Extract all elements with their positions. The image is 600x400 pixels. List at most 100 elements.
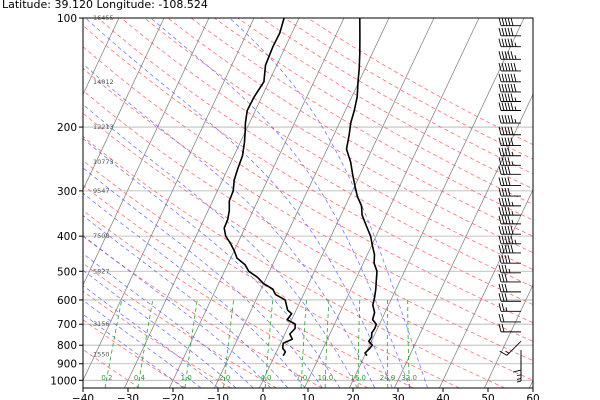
wind-barb-flag [507,17,511,26]
x-tick-label: 60 [526,393,539,400]
wind-barb-flag [501,126,505,135]
wind-barb [516,361,522,383]
isotherm-line [83,18,210,286]
wind-barb [498,126,521,136]
height-labels: 16455 14012 12213 10773 9547 7508 5827 3156 1550 [93,14,114,359]
moist-adiabat-line [83,167,323,388]
wind-barb-flag [507,27,511,36]
moist-adiabat-line [83,285,219,388]
wind-barb [498,187,521,197]
wind-barb [498,207,521,216]
isotherm-line [83,18,255,382]
wind-barb-flag [498,283,502,292]
isotherm-line [484,284,533,388]
wind-barb-flag [498,303,502,312]
x-tick-label: 30 [391,393,404,400]
wind-barb-flag [504,157,508,166]
dewpoint-profile-line [223,18,297,357]
wind-barb-flag [498,147,502,156]
wind-barb-staff [506,340,522,356]
wind-barb [498,73,521,83]
wind-barb-flag [507,93,511,102]
location-header: Latitude: 39.120 Longitude: -108.524 [2,0,208,11]
wind-barb-flag [501,283,505,292]
isotherm-line [259,18,435,388]
wind-barb-half-flag [516,374,522,377]
wind-barb [498,166,521,175]
wind-barb-flag [507,51,511,60]
wind-barb-flag [501,303,505,312]
wind-barb-flag [507,215,511,224]
wind-barb-flag [507,38,511,47]
wind-barb-flag [501,27,505,36]
mixing-ratio-line [386,299,389,388]
isotherm-line [529,379,533,388]
height-label: 1550 [93,351,110,359]
wind-barb-flag [498,293,502,302]
wind-barb-flag [504,27,508,36]
wind-barb-flag [504,114,508,124]
wind-barb-flag [498,187,502,197]
mixing-ratio-line [104,299,123,388]
moist-adiabat-line [83,269,237,388]
mixing-ratio-label: 1.0 [181,374,192,382]
wind-barb-flag [501,177,505,186]
wind-barb [498,244,521,254]
wind-barb [498,83,521,93]
wind-barb [516,354,522,377]
wind-barb-flag [501,166,505,175]
wind-barb-flag [510,93,514,102]
wind-barb-half-flag [511,161,514,166]
isotherm-line [169,18,345,388]
wind-barb-flag [501,215,505,224]
wind-barb-flag [507,83,511,93]
wind-barb-half-flag [514,118,517,124]
profile-lines [223,18,378,357]
wind-barb-flag [504,215,508,224]
wind-barb-flag [501,323,505,332]
dry-adiabat-line [237,18,533,190]
wind-barb-flag [501,73,505,82]
wind-barb-flag [501,273,505,283]
wind-barb-flag [501,62,505,72]
height-label: 16455 [93,14,114,22]
dry-adiabat-line [307,18,533,146]
wind-barb-flag [507,244,511,254]
dry-adiabat-line [83,209,369,388]
wind-barb-flag [498,207,502,216]
mixing-ratio-label: 7.0 [296,374,307,382]
wind-barb [498,114,521,124]
mixing-ratio-line [184,299,198,388]
wind-barb-flag [504,73,508,82]
wind-barb-flag [501,197,505,206]
wind-barb-flag [504,83,508,93]
wind-barb-flag [498,62,502,72]
height-label: 5827 [93,267,110,275]
wind-barb-flag [504,244,508,254]
moist-adiabat-line [83,137,341,388]
wind-barb-flag [510,244,514,254]
moist-adiabat-line [83,103,358,388]
wind-barb-half-flag [508,268,511,273]
mixing-ratio-line [407,299,410,388]
wind-barb-flag [504,102,508,111]
isotherm-line [304,18,480,388]
wind-barb [498,273,521,283]
wind-barb-flag [504,177,508,186]
mixing-ratio-label: 4.0 [260,374,271,382]
wind-barb [498,255,521,264]
wind-barb-half-flag [514,55,517,60]
height-label: 10773 [93,158,114,166]
dry-adiabat-line [97,18,533,288]
wind-barb-flag [507,255,511,264]
mixing-ratio-labels: 0.2 0.4 1.0 2.0 4.0 7.0 10.0 16.0 24.0 32.0 [101,374,417,382]
background-lines [83,18,533,388]
wind-barb-flag [504,51,508,60]
dry-adiabat-line [83,290,232,388]
wind-barb-flag [501,226,505,235]
wind-barb-flag [498,17,502,26]
wind-barb-flag [504,273,508,283]
wind-barb-flag [498,197,502,206]
wind-barb-flag [510,83,514,93]
mixing-ratio-line [324,299,330,388]
